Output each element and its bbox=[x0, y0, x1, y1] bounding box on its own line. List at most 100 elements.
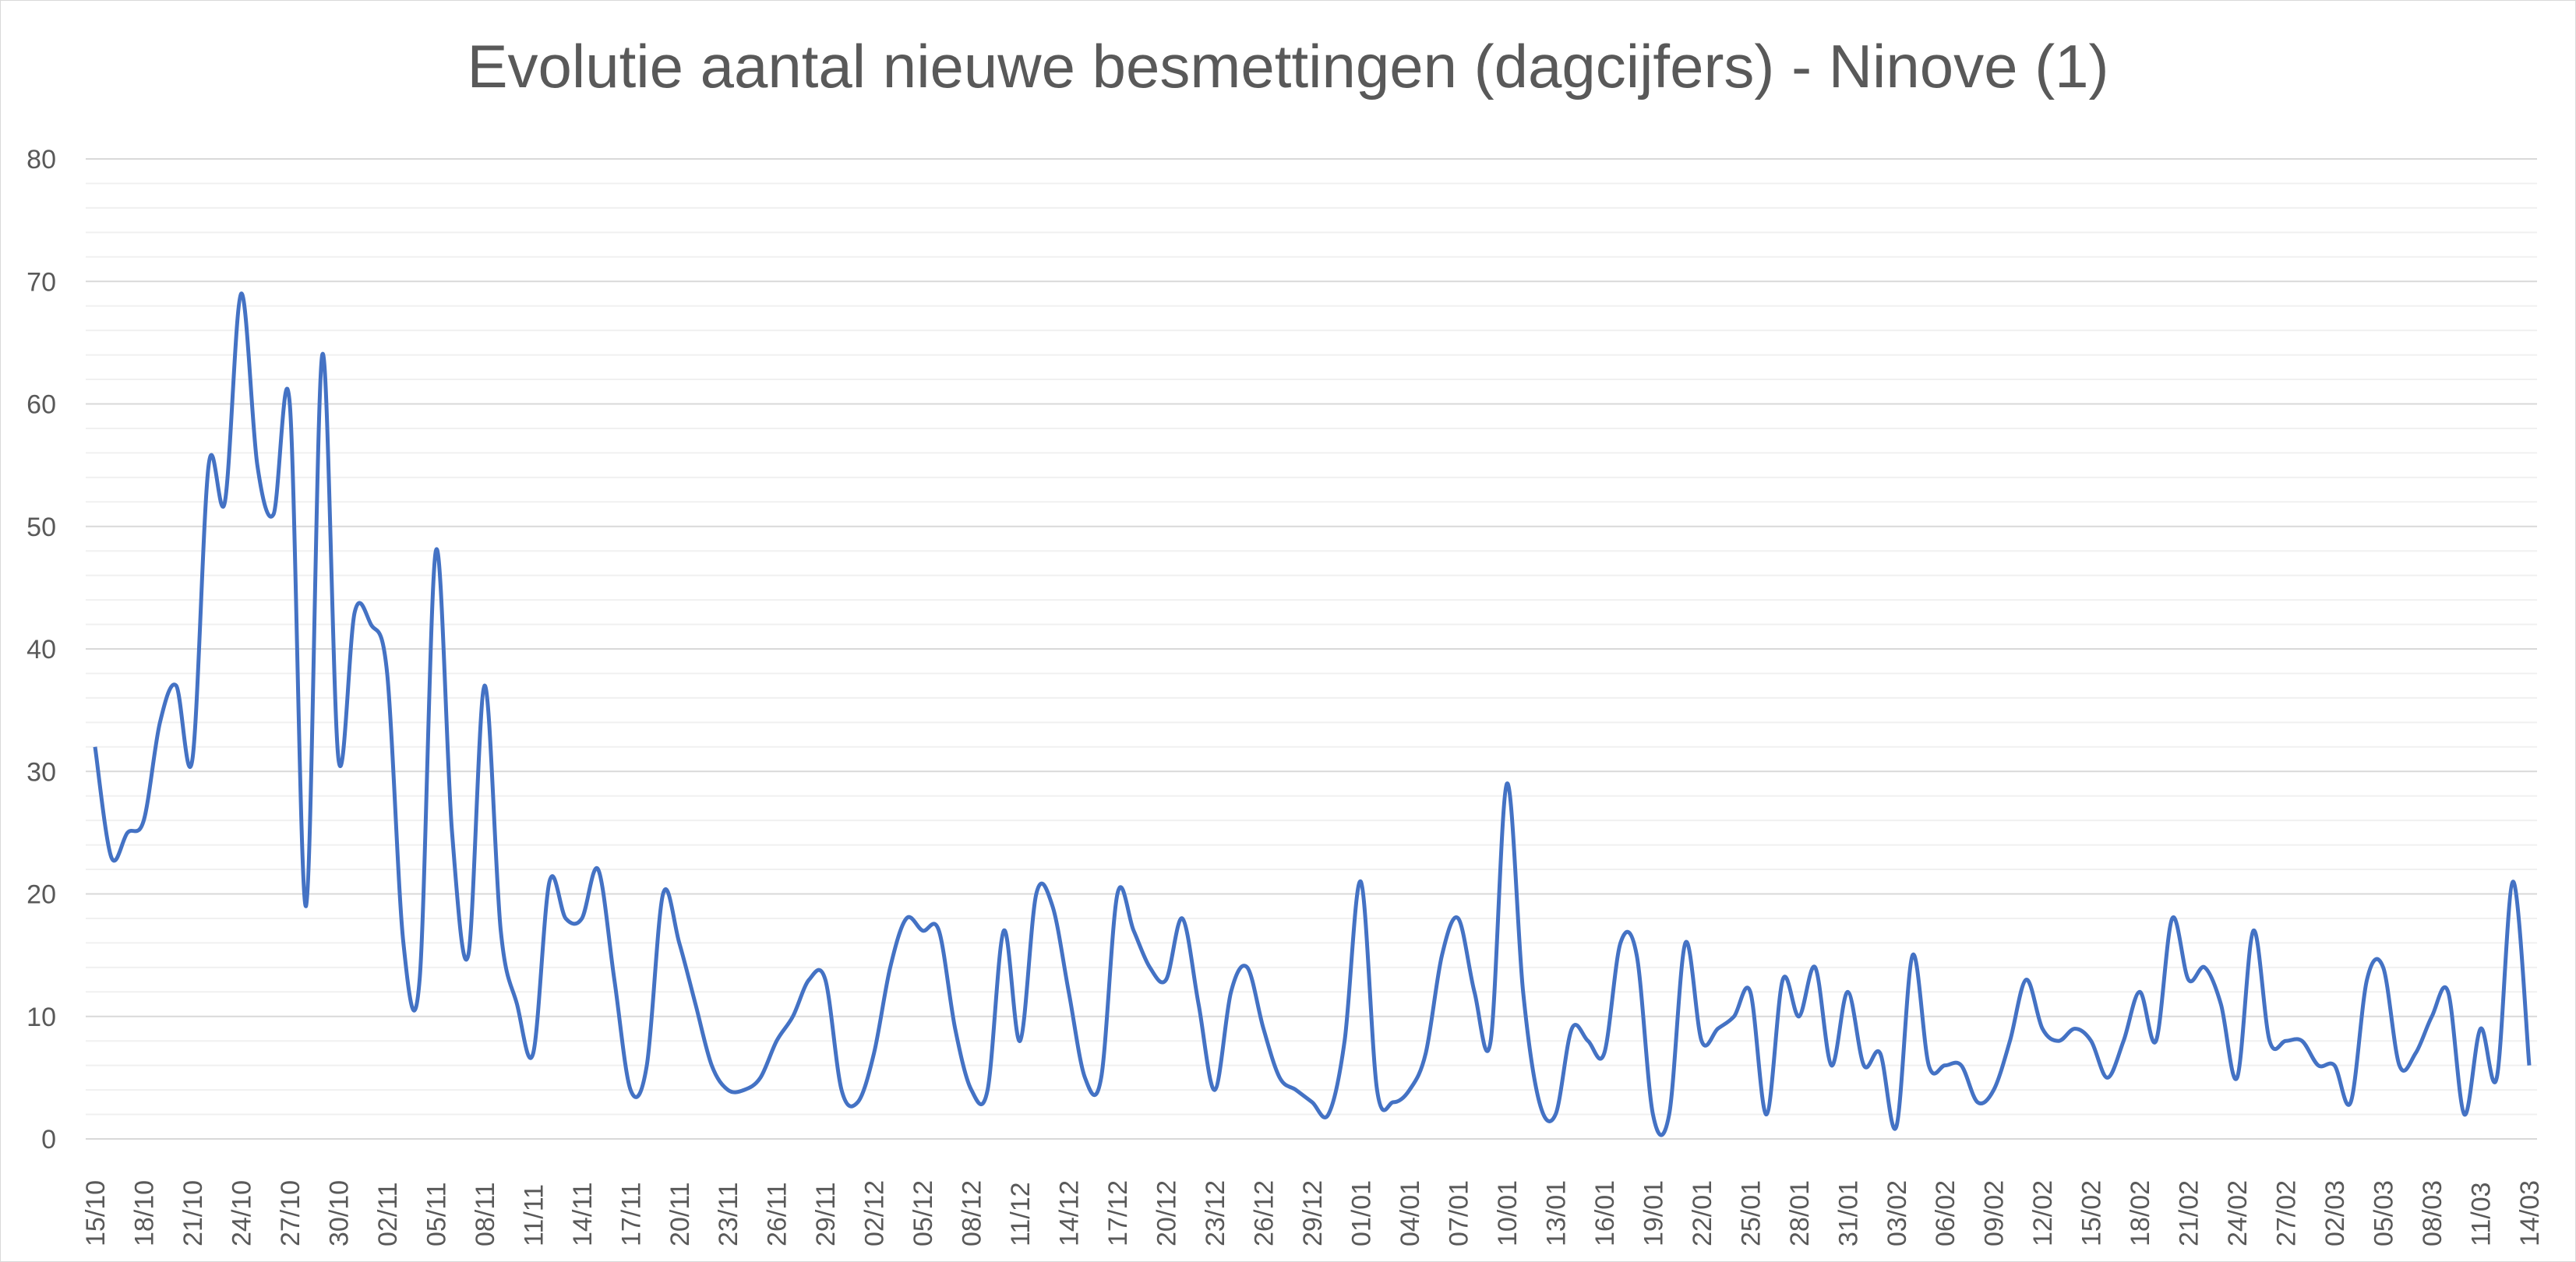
data-point bbox=[775, 1038, 779, 1043]
x-tick-label: 08/11 bbox=[471, 1182, 500, 1246]
y-axis-tick-labels: 0 10 20 30 40 50 60 70 80 bbox=[26, 145, 56, 1154]
data-point bbox=[856, 1100, 860, 1105]
x-tick-label: 24/10 bbox=[227, 1180, 256, 1246]
data-point bbox=[1391, 1100, 1396, 1105]
data-point bbox=[255, 463, 259, 467]
data-point bbox=[1667, 1112, 1671, 1117]
data-point bbox=[190, 757, 195, 762]
x-tick-label: 01/01 bbox=[1346, 1180, 1376, 1246]
data-point bbox=[1845, 989, 1850, 994]
x-tick-label: 16/01 bbox=[1590, 1180, 1620, 1246]
data-point bbox=[1034, 892, 1039, 897]
data-point bbox=[2154, 1038, 2158, 1043]
data-point bbox=[2511, 880, 2515, 884]
x-tick-label: 22/01 bbox=[1688, 1180, 1717, 1246]
data-point bbox=[385, 671, 390, 675]
data-point bbox=[1635, 953, 1639, 957]
x-tick-label: 18/10 bbox=[129, 1180, 159, 1246]
x-tick-label: 05/12 bbox=[909, 1180, 938, 1246]
x-tick-label: 02/12 bbox=[860, 1180, 890, 1246]
x-tick-label: 17/12 bbox=[1103, 1180, 1133, 1246]
data-point bbox=[433, 548, 438, 553]
data-point bbox=[1067, 989, 1071, 994]
y-tick-label: 70 bbox=[26, 267, 56, 297]
x-tick-label: 29/11 bbox=[811, 1182, 841, 1246]
data-point bbox=[1959, 1063, 1964, 1068]
data-point bbox=[2299, 1038, 2304, 1043]
data-point bbox=[806, 978, 811, 982]
data-point bbox=[1894, 1124, 1899, 1129]
x-tick-label: 04/01 bbox=[1396, 1180, 1425, 1246]
data-point bbox=[2446, 989, 2451, 994]
data-point bbox=[1245, 965, 1250, 970]
data-point bbox=[644, 1063, 649, 1068]
data-point bbox=[2284, 1038, 2288, 1043]
x-tick-label: 09/02 bbox=[1980, 1180, 2010, 1246]
data-point bbox=[677, 940, 682, 945]
x-tick-label: 19/01 bbox=[1639, 1180, 1668, 1246]
data-point bbox=[1975, 1100, 1980, 1105]
data-point bbox=[401, 940, 406, 945]
data-point bbox=[823, 978, 827, 982]
data-point bbox=[2235, 1075, 2239, 1080]
x-tick-label: 11/03 bbox=[2467, 1182, 2497, 1246]
data-point bbox=[288, 402, 292, 407]
data-point bbox=[514, 1002, 519, 1006]
data-point bbox=[580, 916, 584, 921]
x-tick-label: 23/11 bbox=[714, 1182, 743, 1246]
data-point bbox=[223, 499, 228, 504]
x-tick-label: 20/11 bbox=[665, 1182, 695, 1246]
series-line bbox=[93, 291, 2532, 1137]
x-tick-label: 05/11 bbox=[422, 1182, 451, 1246]
data-point bbox=[1586, 1038, 1590, 1043]
data-point bbox=[531, 1051, 535, 1056]
data-point bbox=[1878, 1051, 1883, 1056]
data-point bbox=[1553, 1112, 1558, 1117]
x-tick-label: 20/12 bbox=[1152, 1180, 1182, 1246]
data-point bbox=[2381, 965, 2386, 970]
chart-title: Evolutie aantal nieuwe besmettingen (dag… bbox=[467, 32, 2109, 100]
data-point bbox=[953, 1026, 958, 1031]
data-point bbox=[791, 1014, 796, 1019]
x-tick-label: 14/03 bbox=[2515, 1180, 2545, 1246]
data-point bbox=[93, 745, 97, 749]
data-point bbox=[1829, 1063, 1833, 1068]
data-point bbox=[2462, 1112, 2467, 1117]
x-tick-label: 02/03 bbox=[2320, 1180, 2350, 1246]
x-tick-label: 30/10 bbox=[324, 1180, 354, 1246]
data-point bbox=[2413, 1051, 2418, 1056]
data-point bbox=[2348, 1100, 2353, 1105]
data-point bbox=[1440, 953, 1445, 957]
data-point bbox=[2040, 1026, 2045, 1031]
data-point bbox=[206, 463, 211, 467]
data-point bbox=[174, 683, 178, 688]
y-tick-label: 40 bbox=[26, 635, 56, 664]
data-point bbox=[1374, 1088, 1379, 1092]
data-point bbox=[450, 830, 454, 835]
x-tick-label: 11/11 bbox=[519, 1184, 549, 1246]
data-point bbox=[2316, 1063, 2320, 1068]
data-point bbox=[1212, 1088, 1217, 1092]
data-point bbox=[1310, 1100, 1314, 1105]
data-point bbox=[920, 929, 925, 933]
data-point bbox=[1618, 940, 1623, 945]
data-point bbox=[2056, 1038, 2061, 1043]
data-point bbox=[1326, 1112, 1331, 1117]
data-point bbox=[1456, 916, 1460, 921]
x-tick-label: 10/01 bbox=[1493, 1180, 1523, 1246]
data-point bbox=[499, 929, 503, 933]
data-point bbox=[709, 1063, 714, 1068]
x-tick-label: 12/02 bbox=[2028, 1180, 2058, 1246]
data-point bbox=[1229, 989, 1233, 994]
data-point bbox=[1992, 1088, 1996, 1092]
x-tick-label: 27/10 bbox=[276, 1180, 305, 1246]
data-point bbox=[320, 353, 325, 358]
x-tick-label: 21/10 bbox=[178, 1180, 208, 1246]
data-point bbox=[969, 1088, 974, 1092]
data-point bbox=[369, 622, 373, 627]
x-tick-label: 21/02 bbox=[2175, 1180, 2204, 1246]
data-point bbox=[1813, 965, 1818, 970]
data-point bbox=[109, 855, 114, 859]
